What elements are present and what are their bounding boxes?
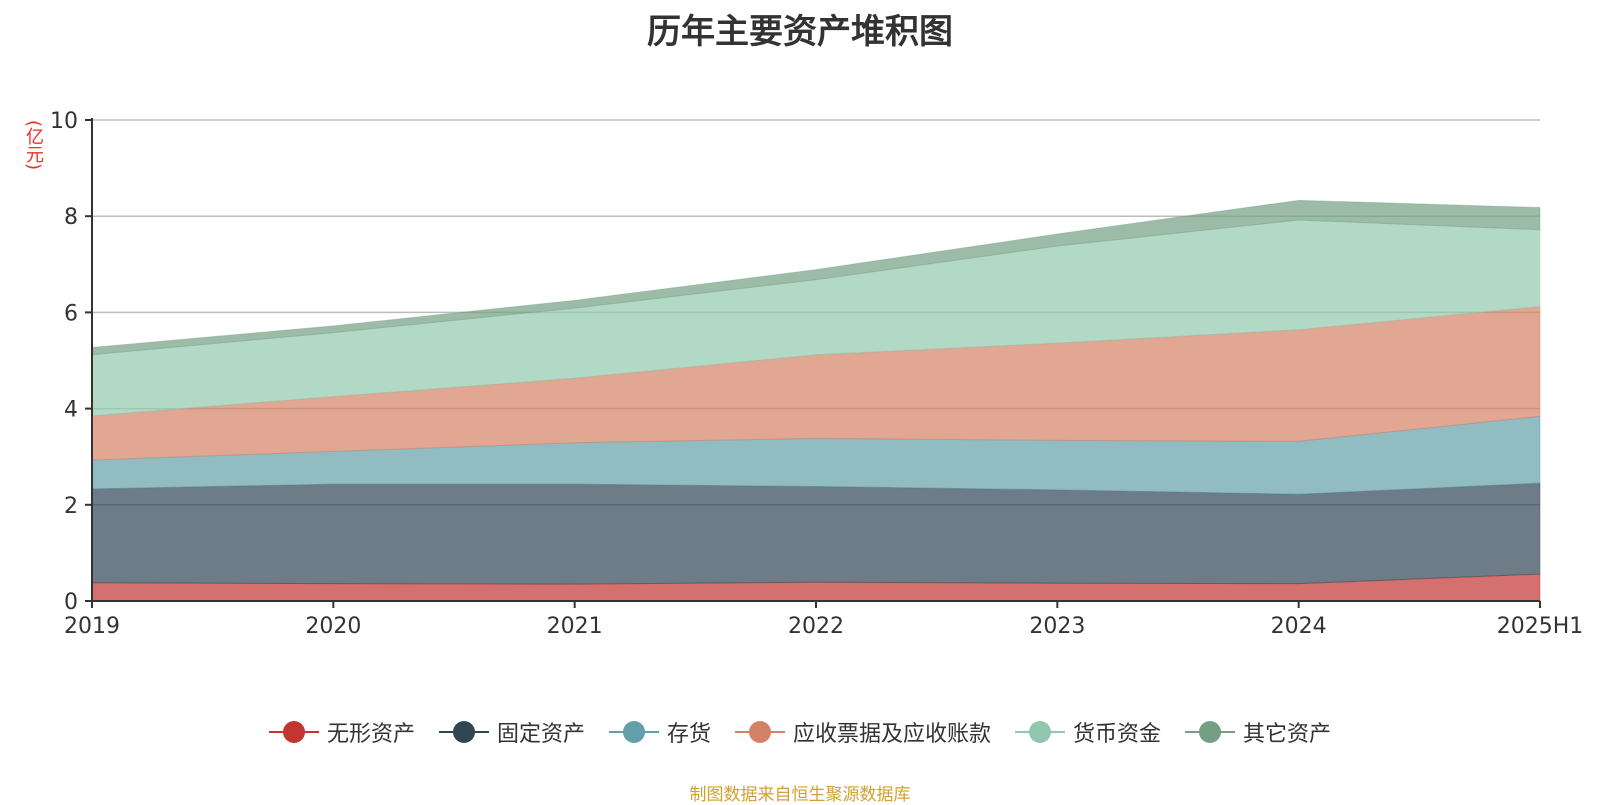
- legend-label: 其它资产: [1243, 722, 1332, 747]
- area-series-6: [91, 199, 1541, 356]
- legend-label: 应收票据及应收账款: [793, 722, 992, 747]
- legend-label: 无形资产: [326, 722, 415, 747]
- legend-marker-icon: [608, 720, 659, 744]
- y-tick-label: 0: [64, 590, 78, 615]
- y-tick-label: 8: [64, 205, 78, 230]
- y-tick-labels: 0 2 4 6 8 10: [50, 109, 92, 615]
- area-series-5: [91, 219, 1541, 417]
- area-series-3: [91, 415, 1541, 495]
- legend-item[interactable]: 应收票据及应收账款: [735, 716, 991, 748]
- x-tick-label: 2023: [1029, 614, 1085, 639]
- area-series: [91, 199, 1541, 602]
- x-tick-label: 2022: [788, 614, 844, 639]
- legend-marker-icon: [268, 720, 319, 744]
- x-tick-label: 2021: [547, 614, 603, 639]
- legend-marker-dot: [622, 721, 645, 743]
- y-tick-label: 6: [64, 301, 78, 326]
- legend-label: 固定资产: [496, 722, 585, 747]
- y-tick-label: 4: [64, 398, 78, 423]
- legend-marker-dot: [749, 721, 771, 743]
- y-axis-unit-label: (亿元): [23, 120, 44, 171]
- legend-marker-dot: [1199, 721, 1222, 743]
- y-tick-label: 10: [50, 109, 78, 134]
- legend-marker-dot: [1029, 721, 1052, 743]
- legend-label: 货币资金: [1073, 722, 1162, 747]
- legend-marker-dot: [282, 721, 305, 743]
- legend-item[interactable]: 固定资产: [438, 716, 585, 748]
- y-tick-label: 2: [64, 494, 78, 519]
- x-tick-label: 2024: [1271, 614, 1327, 639]
- legend-marker-icon: [1185, 720, 1236, 744]
- legend-item[interactable]: 其它资产: [1185, 716, 1331, 748]
- x-tick-label: 2019: [64, 614, 120, 639]
- x-tick-label: 2020: [305, 614, 361, 639]
- legend-item[interactable]: 货币资金: [1015, 716, 1161, 748]
- area-series-2: [91, 482, 1541, 585]
- legend: 无形资产 固定资产 存货 应收票据及应收账款 货币资金 其它资产: [0, 716, 1600, 748]
- legend-label: 存货: [666, 722, 711, 747]
- legend-item[interactable]: 存货: [608, 716, 711, 748]
- legend-marker-icon: [735, 720, 785, 744]
- chart-title: 历年主要资产堆积图: [647, 12, 953, 52]
- x-tick-label: 2025H1: [1497, 614, 1584, 639]
- legend-marker-icon: [1015, 720, 1066, 744]
- area-series-4: [91, 306, 1541, 461]
- legend-item[interactable]: 无形资产: [268, 716, 415, 748]
- legend-marker-dot: [452, 721, 475, 743]
- legend-marker-icon: [438, 720, 489, 744]
- data-source-note: 制图数据来自恒生聚源数据库: [689, 785, 911, 805]
- x-tick-labels: 2019 2020 2021 2022 2023 2024 2025H1: [64, 601, 1583, 639]
